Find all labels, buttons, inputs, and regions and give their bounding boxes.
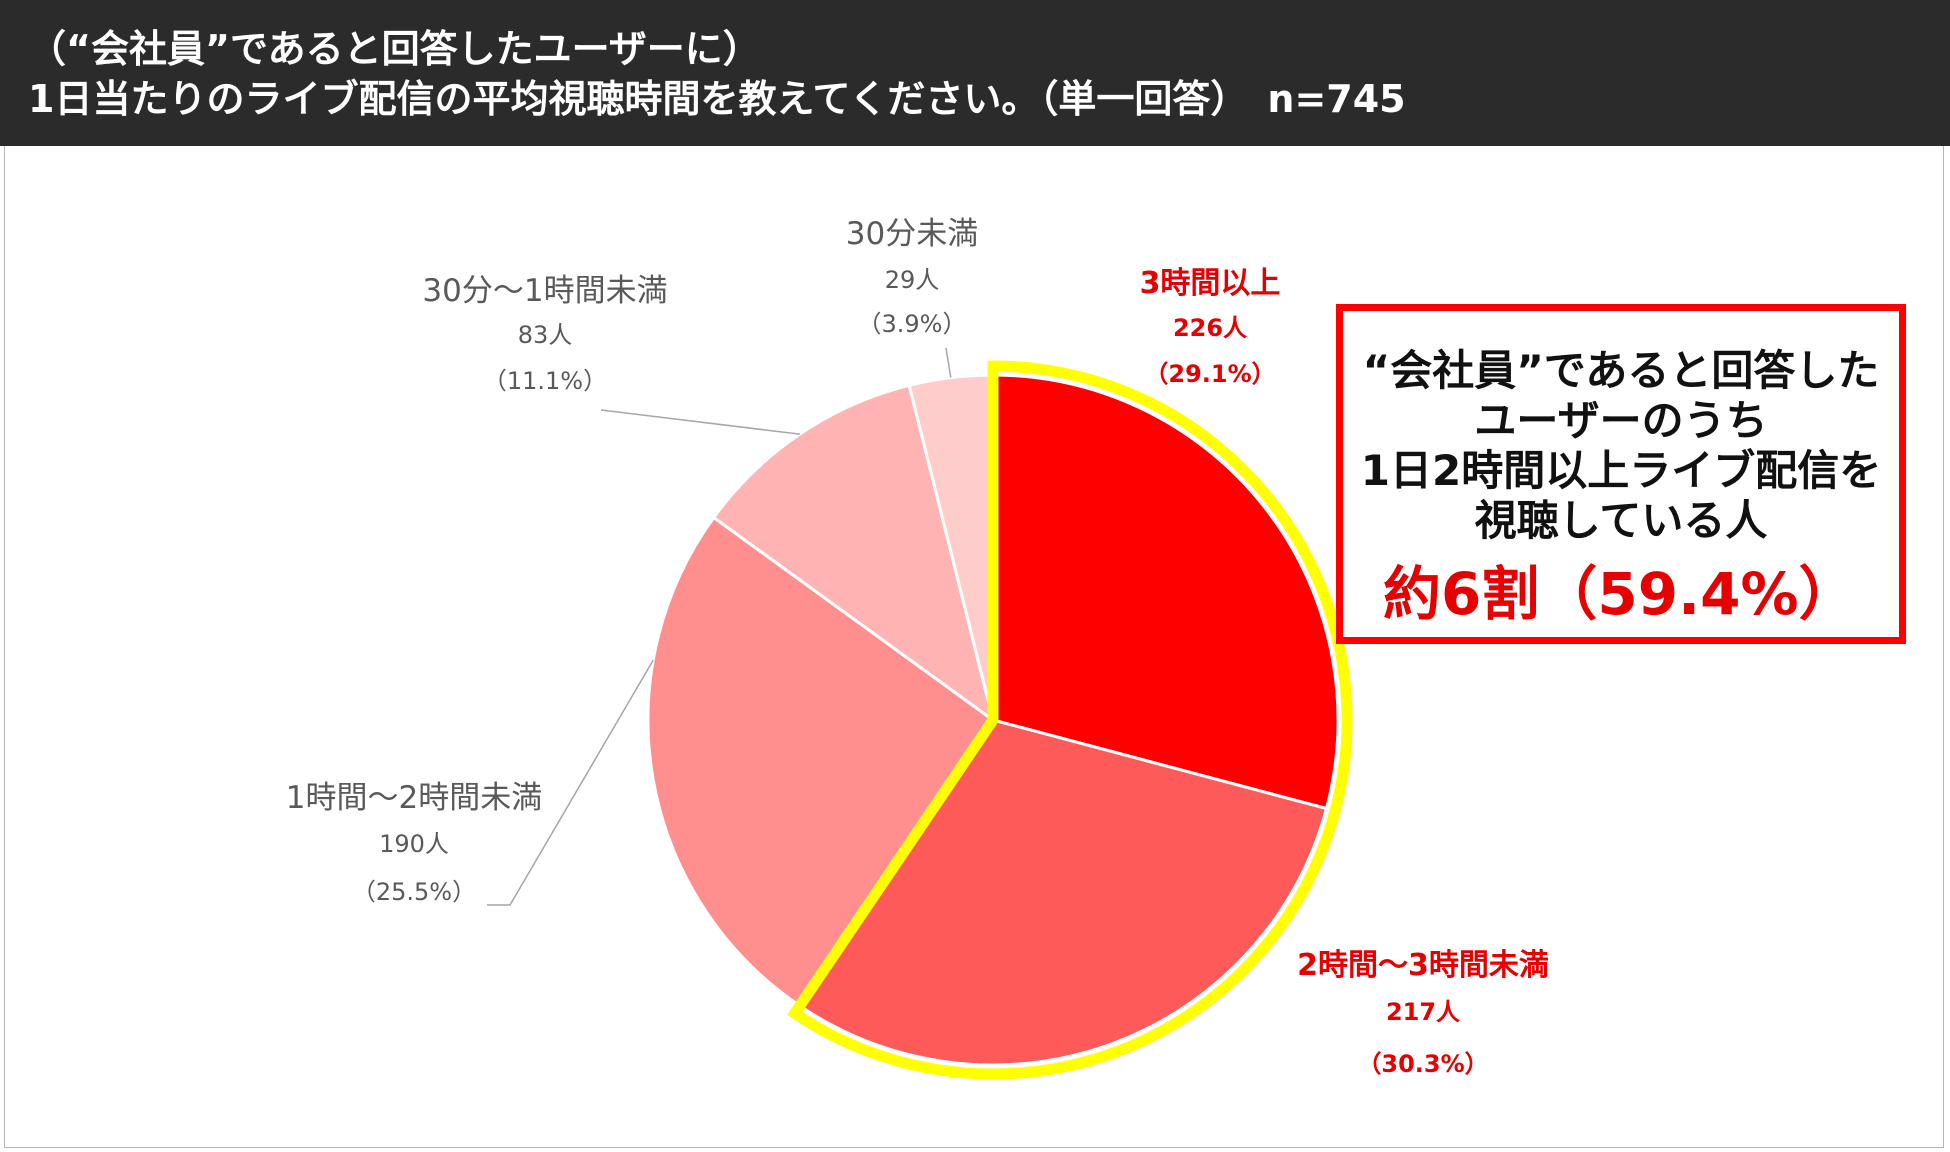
slice-percent: （30.3%） (1357, 1050, 1489, 1078)
callout-line-2: ユーザーのうち (1474, 396, 1768, 445)
slice-category: 30分未満 (845, 216, 979, 252)
leader-lines (487, 347, 952, 906)
callout-line-1: “会社員”であると回答した (1362, 346, 1880, 395)
slice-count: 83人 (517, 321, 573, 349)
slice-category: 1時間～2時間未満 (285, 780, 543, 816)
highlight-outline (787, 360, 1353, 1080)
callout-line-4: 視聴している人 (1474, 496, 1768, 545)
slice-count: 217人 (1385, 998, 1461, 1026)
slice-percent: （3.9%） (857, 310, 967, 338)
pie-slices (646, 373, 1340, 1067)
callout-highlight: 約6割（59.4%） (1383, 560, 1857, 628)
title-line-1: （“会社員”であると回答したユーザーに） (28, 27, 761, 71)
slice-count: 190人 (379, 830, 449, 858)
callout-line-3: 1日2時間以上ライブ配信を (1360, 446, 1882, 495)
leader-line-30m-1h (600, 409, 800, 435)
slice-2h-3h (797, 718, 1329, 1067)
slice-category: 30分～1時間未満 (422, 273, 668, 309)
summary-callout: “会社員”であると回答した ユーザーのうち 1日2時間以上ライブ配信を 視聴して… (1336, 304, 1906, 644)
leader-line-under-30m (945, 347, 952, 378)
title-bar: （“会社員”であると回答したユーザーに） 1日当たりのライブ配信の平均視聴時間を… (0, 0, 1950, 146)
slice-1h-2h (646, 515, 996, 1008)
slice-percent: （29.1%） (1144, 360, 1276, 388)
chart-frame (4, 146, 1944, 1148)
slice-category: 2時間～3時間未満 (1297, 948, 1549, 983)
slice-count: 226人 (1172, 314, 1248, 342)
slice-over-3h (991, 373, 1340, 811)
slice-percent: （25.5%） (351, 878, 477, 906)
title-line-2: 1日当たりのライブ配信の平均視聴時間を教えてください。（単一回答） n=745 (28, 77, 1406, 121)
slice-percent: （11.1%） (482, 367, 608, 395)
slice-category: 3時間以上 (1139, 266, 1281, 301)
slice-count: 29人 (884, 266, 940, 294)
leader-line-1h-2h (487, 659, 654, 906)
